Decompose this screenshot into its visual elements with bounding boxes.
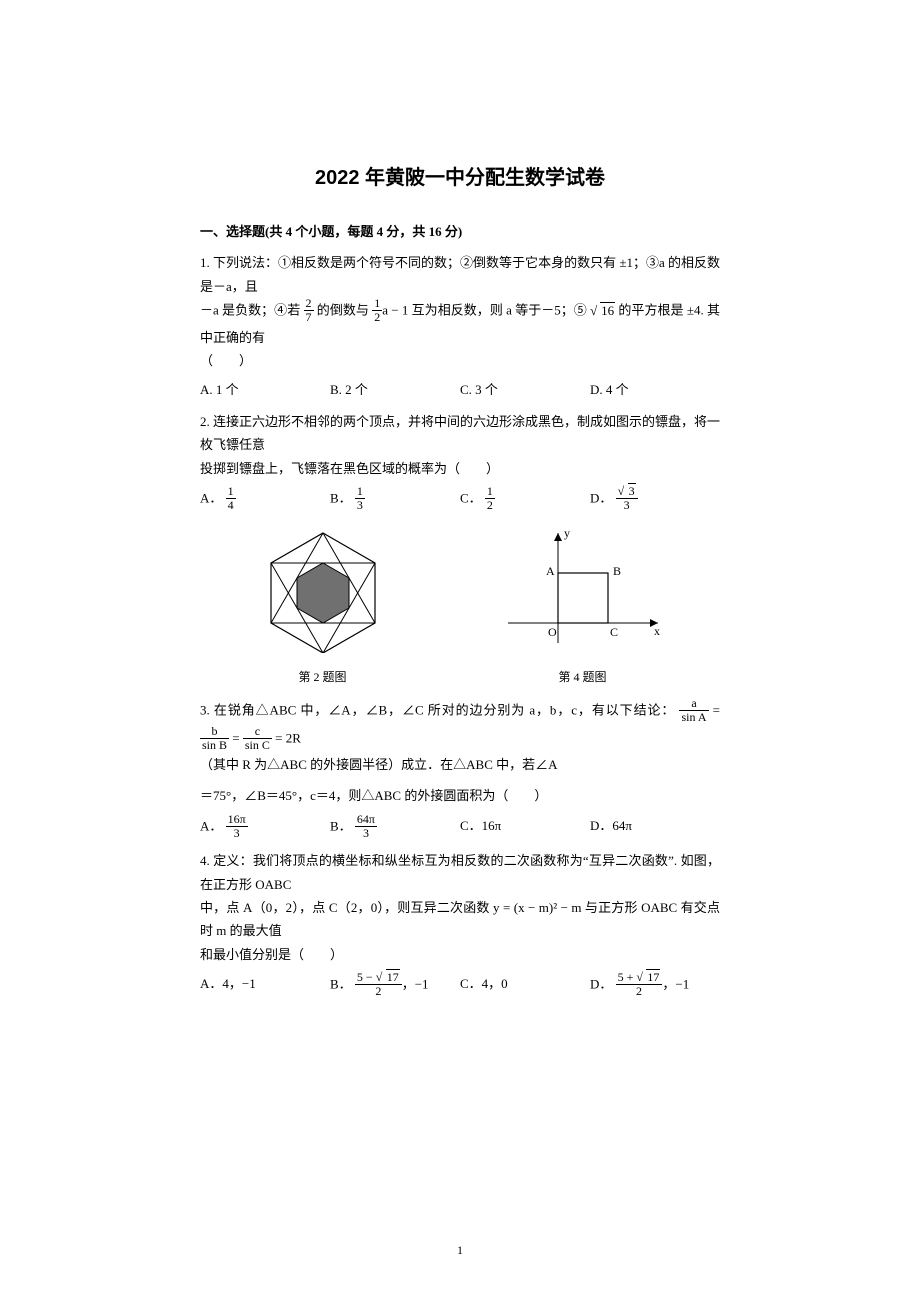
square-oabc-axes-icon: O C A B y x [498, 523, 668, 653]
q4-stem-3: 和最小值分别是（ ） [200, 943, 720, 966]
q3-opt-d[interactable]: D．64π [590, 814, 720, 841]
q1-text-1: 1. 下列说法：①相反数是两个符号不同的数；②倒数等于它本身的数只有 ±1；③a… [200, 255, 720, 293]
q1-stem-line2: －a 是负数；④若 2 7 的倒数与 1 2 a − 1 互为相反数，则 a 等… [200, 298, 720, 349]
q2-opt-b[interactable]: B． 13 [330, 486, 460, 513]
section-1-heading: 一、选择题(共 4 个小题，每题 4 分，共 16 分) [200, 220, 720, 243]
q3-stem-1: 3. 在锐角△ABC 中，∠A，∠B，∠C 所对的边分别为 a，b，c，有以下结… [200, 698, 720, 753]
figure-row: 第 2 题图 O C A B y x 第 4 题图 [200, 523, 720, 688]
q4-opt-b[interactable]: B． 5 − 17 2 ，−1 [330, 972, 460, 999]
q4-choices: A．4，−1 B． 5 − 17 2 ，−1 C．4，0 D． 5 + 17 2… [200, 972, 720, 999]
q4-figcaption: 第 4 题图 [498, 667, 668, 689]
q3-opt-a[interactable]: A． 16π3 [200, 814, 330, 841]
q3-opt-c[interactable]: C．16π [460, 814, 590, 841]
q1-text-4: 互为相反数，则 a 等于－5；⑤ [412, 303, 587, 318]
q4-opt-a[interactable]: A．4，−1 [200, 972, 330, 999]
label-y: y [564, 526, 570, 540]
q2-stem-1: 2. 连接正六边形不相邻的两个顶点，并将中间的六边形涂成黑色，制成如图示的镖盘，… [200, 410, 720, 457]
q1-blank: （ ） [200, 349, 720, 372]
q1-opt-a[interactable]: A. 1 个 [200, 378, 330, 401]
page-number: 1 [0, 1240, 920, 1262]
q2-opt-d[interactable]: D． 33 [590, 486, 720, 513]
q1-opt-b[interactable]: B. 2 个 [330, 378, 460, 401]
q1-opt-d[interactable]: D. 4 个 [590, 378, 720, 401]
q4-stem-1: 4. 定义：我们将顶点的横坐标和纵坐标互为相反数的二次函数称为“互异二次函数”.… [200, 849, 720, 896]
q4-opt-d[interactable]: D． 5 + 17 2 ，−1 [590, 972, 720, 999]
label-O: O [548, 625, 557, 639]
q3-eq-frac-b: bsin B [200, 725, 229, 752]
q1-stem: 1. 下列说法：①相反数是两个符号不同的数；②倒数等于它本身的数只有 ±1；③a… [200, 251, 720, 298]
exam-title: 2022 年黄陂一中分配生数学试卷 [200, 160, 720, 196]
q1-frac2-after: a − 1 [382, 303, 408, 318]
q4-figure: O C A B y x 第 4 题图 [498, 523, 668, 688]
q3-stem-3: ＝75°，∠B＝45°，c＝4，则△ABC 的外接圆面积为（ ） [200, 784, 720, 807]
q3-choices: A． 16π3 B． 64π3 C．16π D．64π [200, 814, 720, 841]
label-B: B [613, 564, 621, 578]
q2-opt-a[interactable]: A． 14 [200, 486, 330, 513]
q3-eq-frac-a: asin A [679, 697, 708, 724]
q1-frac-1: 2 7 [304, 297, 314, 324]
q2-figure: 第 2 题图 [253, 523, 393, 688]
q1-text-2: －a 是负数；④若 [200, 303, 300, 318]
label-x: x [654, 624, 660, 638]
q2-choices: A． 14 B． 13 C． 12 D． 33 [200, 486, 720, 513]
q3-eq-frac-c: csin C [243, 725, 272, 752]
q2-figcaption: 第 2 题图 [253, 667, 393, 689]
exam-page: 2022 年黄陂一中分配生数学试卷 一、选择题(共 4 个小题，每题 4 分，共… [0, 0, 920, 1302]
q1-choices: A. 1 个 B. 2 个 C. 3 个 D. 4 个 [200, 378, 720, 401]
q4-opt-c[interactable]: C．4，0 [460, 972, 590, 999]
q4-stem-2: 中，点 A（0，2），点 C（2，0），则互异二次函数 y = (x − m)²… [200, 896, 720, 943]
q1-opt-c[interactable]: C. 3 个 [460, 378, 590, 401]
q1-frac-2: 1 2 [372, 297, 382, 324]
label-C: C [610, 625, 618, 639]
q2-stem-2: 投掷到镖盘上，飞镖落在黑色区域的概率为（ ） [200, 457, 720, 480]
label-A: A [546, 564, 555, 578]
q3-opt-b[interactable]: B． 64π3 [330, 814, 460, 841]
q1-sqrt: 16 [590, 299, 615, 322]
hexagon-dartboard-icon [253, 523, 393, 653]
q1-text-3: 的倒数与 [317, 303, 369, 318]
q3-stem-2: （其中 R 为△ABC 的外接圆半径）成立．在△ABC 中，若∠A [200, 753, 720, 776]
q2-opt-c[interactable]: C． 12 [460, 486, 590, 513]
